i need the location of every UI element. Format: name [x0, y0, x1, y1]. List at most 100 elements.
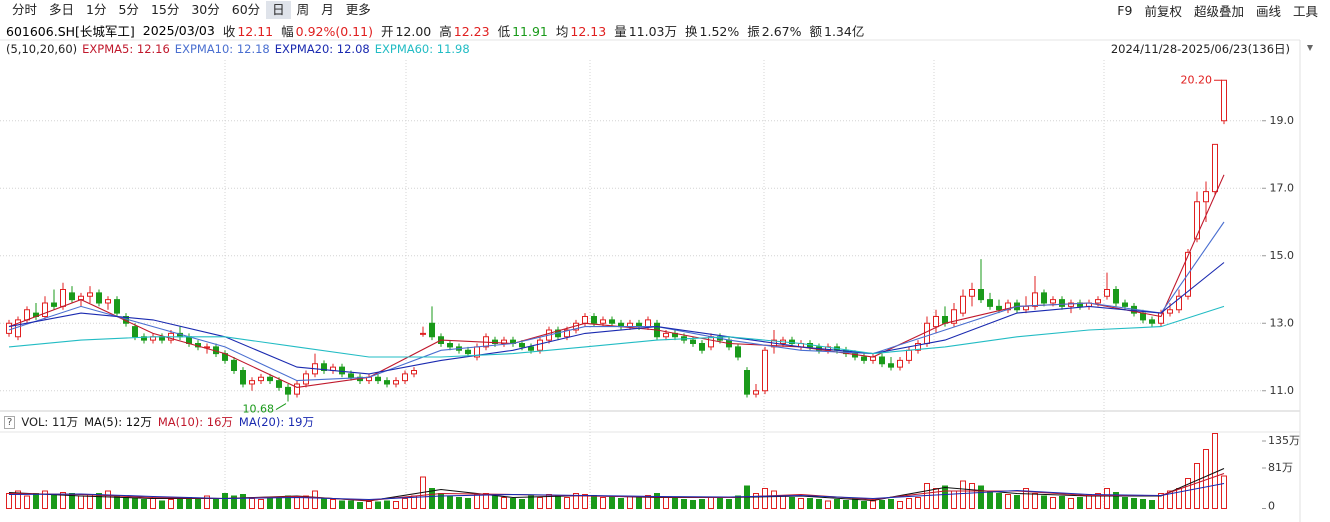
period-tab[interactable]: 更多 [345, 2, 371, 17]
candle-body [339, 366, 345, 375]
candle-body [663, 332, 669, 338]
candle-body [1212, 143, 1218, 193]
volume-bar [15, 490, 21, 509]
period-tab[interactable]: 多日 [49, 2, 75, 17]
volume-bar [681, 499, 687, 509]
candle-body [960, 295, 966, 314]
candle-body [888, 363, 894, 368]
help-icon[interactable]: ? [4, 415, 16, 429]
candle-body [1176, 295, 1182, 311]
candle-body [951, 309, 957, 324]
volume-bar [843, 500, 849, 509]
period-tab[interactable]: 分时 [12, 2, 38, 17]
y-tick-label: 19.0 [1270, 114, 1295, 127]
candle-body [1140, 312, 1146, 321]
period-tab[interactable]: 周 [296, 2, 310, 17]
info-item: 高 12.23 [439, 21, 489, 40]
candle-body [537, 339, 543, 351]
candle-body [1023, 305, 1029, 311]
candle-body [897, 359, 903, 368]
period-tab[interactable]: 日 [266, 1, 291, 19]
volume-bar [987, 490, 993, 509]
tool-button[interactable]: 画线 [1255, 3, 1281, 19]
candle-body [267, 376, 273, 382]
period-tab[interactable]: 30分 [191, 2, 220, 17]
volume-bar [996, 493, 1002, 509]
volume-bar [24, 495, 30, 509]
period-tab[interactable]: 60分 [231, 2, 261, 17]
dropdown-icon[interactable] [1307, 45, 1313, 51]
volume-bar [42, 490, 48, 509]
volume-bar [690, 500, 696, 509]
candle-body [582, 316, 588, 324]
ma-params: (5,10,20,60) [6, 42, 78, 56]
info-label: 换 [685, 23, 698, 39]
candle-body [1221, 79, 1227, 122]
volume-bar [1131, 498, 1137, 509]
volume-bar [267, 497, 273, 509]
candle-body [924, 322, 930, 344]
vol-ma-legend-item: MA(20): 19万 [238, 415, 314, 429]
volume-bar [1221, 475, 1227, 509]
candle-body [789, 339, 795, 344]
volume-bar [1041, 495, 1047, 509]
volume-bar [1005, 494, 1011, 509]
period-tab[interactable]: 15分 [150, 2, 180, 17]
volume-bar [1095, 493, 1101, 509]
vol-ma-line [8, 482, 1225, 501]
candle-body [942, 316, 948, 324]
ma-legend: (5,10,20,60) EXPMA5: 12.16 EXPMA10: 12.18… [6, 40, 475, 58]
vol-ma-legend-item: MA(10): 16万 [157, 415, 233, 429]
vol-tick-label: 0 [1268, 500, 1275, 513]
info-row: 601606.SH[长城军工] 2025/03/03 收 12.11 幅 0.92%(… [6, 20, 872, 40]
info-label: 均 [555, 23, 569, 39]
candle-body [564, 329, 570, 338]
volume-bar [294, 497, 300, 509]
volume-bar [618, 498, 624, 509]
volume-bar [645, 495, 651, 509]
volume-bar [168, 499, 174, 509]
ma-legend-item: EXPMA10: 12.18 [174, 42, 270, 56]
info-value: 0.92%(0.11) [295, 23, 373, 39]
volume-bar [573, 493, 579, 509]
volume-bar [375, 501, 381, 509]
annotation-arrow [275, 403, 287, 410]
period-tab[interactable]: 5分 [118, 2, 139, 17]
tool-button[interactable]: 前复权 [1144, 3, 1182, 19]
volume-bar [339, 500, 345, 509]
info-label: 额 [809, 23, 822, 39]
info-value: 1.34亿 [824, 23, 865, 39]
volume-bar [1140, 499, 1146, 509]
volume-bar [771, 490, 777, 509]
tool-button[interactable]: 超级叠加 [1193, 3, 1244, 19]
candle-body [447, 343, 453, 348]
volume-bar [96, 493, 102, 509]
candle-body [879, 356, 885, 365]
volume-bar [276, 498, 282, 509]
min-annotation: 10.68 [243, 403, 275, 416]
candle-body [258, 376, 264, 382]
candle-body [987, 299, 993, 307]
tool-button[interactable]: 工具 [1292, 3, 1318, 19]
candle-body [429, 322, 435, 338]
tool-button[interactable]: F9 [1117, 2, 1133, 18]
candle-body [1167, 309, 1173, 314]
period-tab[interactable]: 月 [321, 2, 334, 17]
candle-body [1032, 292, 1038, 307]
volume-bar [195, 499, 201, 509]
ma-line [8, 262, 1225, 375]
volume-bar [735, 495, 741, 509]
candle-body [402, 373, 408, 382]
candle-body [978, 289, 984, 301]
period-tab[interactable]: 1分 [86, 2, 107, 17]
volume-bar [870, 500, 876, 509]
volume-bar [1113, 492, 1119, 509]
date-range[interactable]: 2024/11/28-2025/06/23(136日) [1110, 42, 1290, 56]
vol-tick-label: 81万 [1268, 461, 1293, 474]
info-label: 量 [614, 23, 627, 39]
candle-body [240, 370, 246, 385]
volume-bar [510, 498, 516, 509]
candle-body [303, 373, 309, 385]
volume-bar [204, 495, 210, 509]
volume-bar [69, 493, 75, 509]
